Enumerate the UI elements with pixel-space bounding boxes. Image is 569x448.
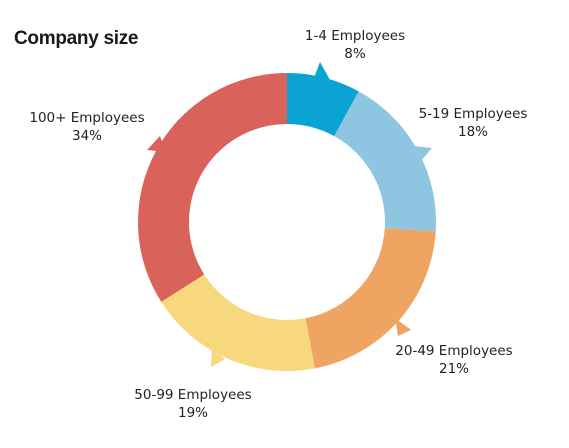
donut-slice-5 xyxy=(138,73,287,302)
slice-category-label: 50-99 Employees xyxy=(134,387,252,403)
slice-value-label: 34% xyxy=(71,128,103,144)
slice-pointer-1 xyxy=(314,62,330,80)
slice-label-2: 5-19 Employees 18% xyxy=(419,105,528,141)
donut-slice-2 xyxy=(334,91,436,232)
donut-slice-4 xyxy=(161,274,315,371)
slice-category-label: 1-4 Employees xyxy=(304,28,406,44)
slice-pointer-2 xyxy=(414,146,432,162)
slice-label-3: 20-49 Employees 21% xyxy=(395,342,512,378)
donut-slice-1 xyxy=(287,73,359,137)
slice-category-label: 100+ Employees xyxy=(29,110,145,126)
chart-title: Company size xyxy=(14,28,139,49)
slice-category-label: 5-19 Employees xyxy=(418,106,528,122)
slice-value-label: 21% xyxy=(438,361,470,377)
slice-pointer-4 xyxy=(211,349,225,367)
slice-label-1: 1-4 Employees 8% xyxy=(305,27,405,63)
slice-value-label: 8% xyxy=(344,46,366,62)
slice-category-label: 20-49 Employees xyxy=(395,343,513,359)
slice-label-4: 50-99 Employees 19% xyxy=(134,386,251,422)
slice-pointer-5 xyxy=(147,136,166,152)
slice-value-label: 19% xyxy=(177,405,209,421)
donut-slice-3 xyxy=(305,228,436,369)
slice-value-label: 18% xyxy=(457,124,489,140)
slice-pointer-3 xyxy=(395,318,411,336)
slice-label-5: 100+ Employees 34% xyxy=(29,109,144,145)
